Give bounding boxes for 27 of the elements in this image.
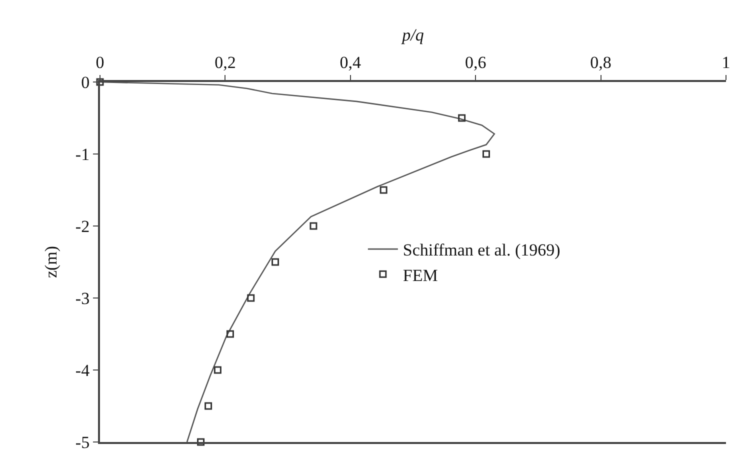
x-tick-label: 0,2: [214, 53, 236, 72]
y-tick-label: -3: [75, 288, 90, 308]
point: [310, 222, 318, 230]
y-tick-label: 0: [81, 72, 90, 92]
point: [197, 438, 205, 446]
point: [226, 330, 234, 338]
point: [247, 294, 255, 302]
x-tick-label: 0: [96, 53, 104, 72]
legend-label: FEM: [402, 266, 438, 285]
point: [482, 150, 490, 158]
point: [204, 402, 212, 410]
y-tick-label: -1: [75, 144, 90, 164]
point: [214, 366, 222, 374]
x-tick-label: 0,4: [340, 53, 362, 72]
y-tick-label: -2: [75, 216, 90, 236]
point: [458, 114, 466, 122]
y-tick-label: -4: [75, 360, 90, 380]
y-axis-title: z(m): [41, 246, 60, 278]
x-axis-title: p/q: [401, 25, 424, 44]
point: [272, 258, 280, 266]
point: [96, 78, 104, 86]
legend-label: Schiffman et al. (1969): [402, 240, 560, 260]
x-tick-label: 0,8: [590, 53, 612, 72]
x-tick-label: 1: [722, 53, 730, 72]
point: [380, 186, 388, 194]
x-tick-label: 0,6: [464, 53, 486, 72]
y-tick-label: -5: [75, 432, 90, 452]
